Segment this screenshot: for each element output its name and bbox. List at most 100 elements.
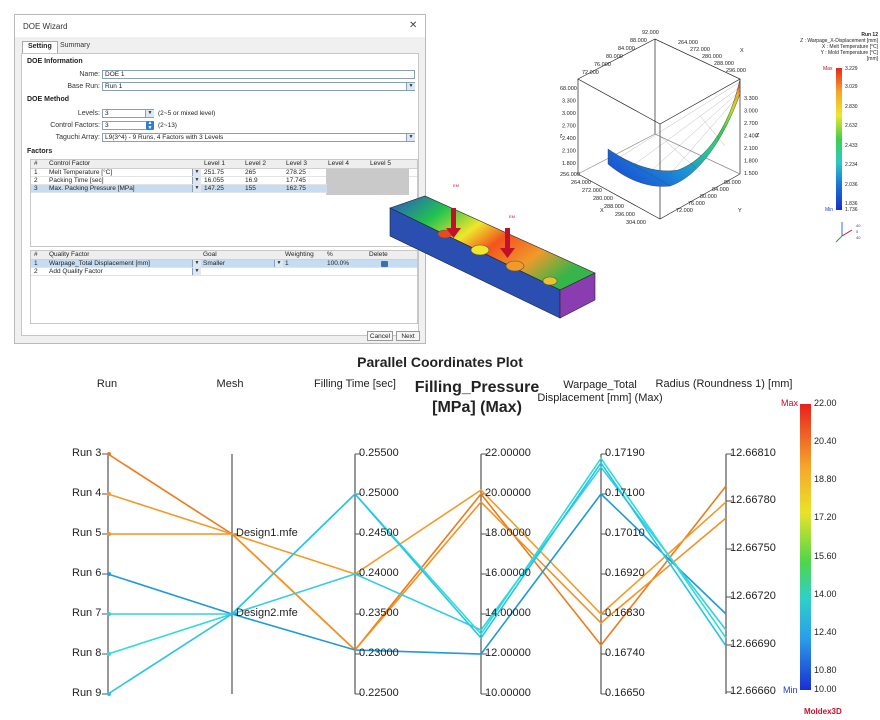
legend-tick: 1.836 xyxy=(845,201,858,208)
axis-title: Filling_Pressure xyxy=(414,379,540,396)
quality-factor-table: # Quality Factor Goal Weighting % Delete… xyxy=(30,250,418,324)
chevron-down-icon[interactable]: ▼ xyxy=(192,169,201,176)
surface-tick-label: 272.000 xyxy=(690,47,710,53)
weighting-value[interactable]: 1 xyxy=(285,260,289,267)
series-line-run-8[interactable] xyxy=(107,456,727,655)
table-row[interactable]: 2 Add Quality Factor ▼ xyxy=(31,268,417,276)
col-header: # xyxy=(34,251,38,258)
control-factors-hint: (2~13) xyxy=(158,122,177,129)
tick-label: 0.24000 xyxy=(359,567,399,579)
chevron-down-icon[interactable]: ▼ xyxy=(406,134,415,141)
chart-title: Parallel Coordinates Plot xyxy=(357,354,523,370)
table-row[interactable]: 3 Max. Packing Pressure [MPa] ▼ 147.25 1… xyxy=(31,185,327,193)
goal-value[interactable]: Smaller xyxy=(203,260,226,267)
surface-tick-label: 2.700 xyxy=(744,121,758,127)
tab-setting[interactable]: Setting xyxy=(22,41,58,53)
chevron-down-icon[interactable]: ▼ xyxy=(192,177,201,184)
legend-line: Z : Warpage_X-Displacement [mm] xyxy=(800,38,878,44)
series-line-run-3[interactable] xyxy=(107,453,727,652)
level-1-value[interactable]: 251.75 xyxy=(204,169,224,176)
surface-tick-label: 84.000 xyxy=(712,187,729,193)
row-number: 3 xyxy=(34,185,38,192)
legend-tick: 2.036 xyxy=(845,181,858,188)
level-3-value[interactable]: 278.25 xyxy=(286,169,306,176)
axis-z-label: Z xyxy=(560,134,563,140)
tick-label: 0.23500 xyxy=(359,607,399,619)
legend-tick: 2.433 xyxy=(845,142,858,149)
col-header: Control Factor xyxy=(49,160,91,167)
levels-label: Levels: xyxy=(77,110,100,117)
table-header xyxy=(31,251,417,260)
col-header: Level 3 xyxy=(286,160,307,167)
colorbar-tick: 12.40 xyxy=(814,626,837,637)
row-number: 1 xyxy=(34,169,38,176)
taguchi-array-label: Taguchi Array: xyxy=(55,134,100,141)
close-icon[interactable]: ✕ xyxy=(409,20,418,31)
tick-label: 0.25500 xyxy=(359,447,399,459)
run-label: Run 12 xyxy=(861,32,878,38)
level-1-value[interactable]: 147.25 xyxy=(204,185,224,192)
surface-tick-label: 68.000 xyxy=(560,86,577,92)
series-line-run-4[interactable] xyxy=(107,488,727,616)
surface-tick-label: 76.000 xyxy=(688,201,705,207)
tick-label: 10.00000 xyxy=(485,687,531,699)
level-3-value[interactable]: 17.745 xyxy=(286,177,306,184)
col-header: % xyxy=(327,251,333,258)
table-row[interactable]: 1 Melt Temperature [°C] ▼ 251.75 265 278… xyxy=(31,169,417,195)
col-header: Goal xyxy=(203,251,217,258)
legend-tick: 2.830 xyxy=(845,103,858,110)
chevron-down-icon[interactable]: ▼ xyxy=(274,260,283,267)
table-row[interactable]: 2 Packing Time [sec] ▼ 16.055 16.9 17.74… xyxy=(31,177,327,185)
series-point xyxy=(107,692,111,696)
trash-icon[interactable] xyxy=(381,261,388,267)
axis-title: Displacement [mm] (Max) xyxy=(537,392,663,404)
series-line-run-5[interactable] xyxy=(108,500,727,652)
doe-wizard-window: DOE Wizard ✕ Setting Summary DOE Informa… xyxy=(14,14,426,344)
surface-tick-label: 2.100 xyxy=(562,149,576,155)
chevron-down-icon[interactable]: ▼ xyxy=(192,185,201,192)
chevron-down-icon[interactable]: ▼ xyxy=(192,260,201,267)
legend-line: X : Melt Temperature [°C] xyxy=(821,44,878,50)
chevron-down-icon[interactable]: ▼ xyxy=(406,83,415,90)
tick-label: 12.66720 xyxy=(730,590,776,602)
col-header: Delete xyxy=(369,251,388,258)
colorbar-tick: 14.00 xyxy=(814,588,837,599)
series-line-run-9[interactable] xyxy=(107,461,727,695)
next-button[interactable]: Next xyxy=(396,331,420,341)
row-number: 2 xyxy=(34,268,38,275)
level-3-value[interactable]: 162.75 xyxy=(286,185,306,192)
tick-label: 14.00000 xyxy=(485,607,531,619)
cancel-button[interactable]: Cancel xyxy=(367,331,393,341)
percent-value: 100.0% xyxy=(327,260,350,267)
control-factor-name: Max. Packing Pressure [MPa] xyxy=(49,185,135,192)
series-line-run-6[interactable] xyxy=(107,492,727,655)
chevron-down-icon[interactable]: ▼ xyxy=(192,268,201,275)
name-input[interactable]: DOE 1 xyxy=(102,70,415,79)
em-label: EM xyxy=(453,183,459,188)
tick-label: Design2.mfe xyxy=(236,607,298,619)
axis-z-label: Z xyxy=(756,133,760,139)
surface-mesh xyxy=(619,81,741,187)
add-quality-factor[interactable]: Add Quality Factor xyxy=(49,268,103,275)
level-2-value[interactable]: 265 xyxy=(245,169,256,176)
series-point xyxy=(107,492,111,496)
base-run-label: Base Run: xyxy=(67,83,100,90)
tab-summary[interactable]: Summary xyxy=(60,42,90,49)
table-row[interactable]: 1 Warpage_Total Displacement [mm] ▼ Smal… xyxy=(31,260,417,268)
level-2-value[interactable]: 155 xyxy=(245,185,256,192)
level-2-value[interactable]: 16.9 xyxy=(245,177,258,184)
surface-tick-label: 3.000 xyxy=(562,111,576,117)
col-header: Quality Factor xyxy=(49,251,90,258)
tick-label: Design1.mfe xyxy=(236,527,298,539)
stepper-arrows-icon[interactable]: ▲ ▼ xyxy=(146,120,154,131)
tick-label: Run 3 xyxy=(72,447,102,459)
surface-tick-label: 92.000 xyxy=(642,30,659,36)
axis-triad-icon: 40 0 40 xyxy=(835,222,861,243)
surface-tick-label: 280.000 xyxy=(593,196,613,202)
surface-tick-label: 296.000 xyxy=(726,68,746,74)
level-1-value[interactable]: 16.055 xyxy=(204,177,224,184)
chevron-down-icon[interactable]: ▼ xyxy=(145,110,154,117)
control-factors-label: Control Factors: xyxy=(50,122,100,129)
table-header xyxy=(31,160,417,169)
series-point xyxy=(107,452,111,456)
